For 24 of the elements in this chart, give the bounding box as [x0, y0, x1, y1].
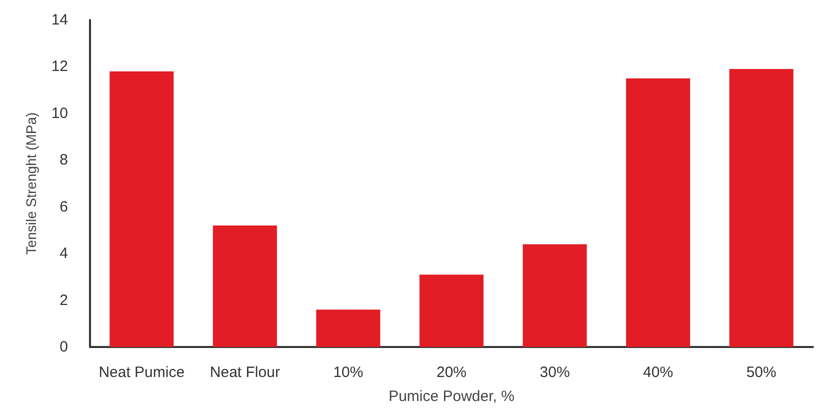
- bar: [522, 244, 587, 347]
- y-tick-label: 10: [51, 104, 68, 122]
- y-tick-label: 8: [60, 152, 68, 169]
- x-tick-label: 50%: [746, 364, 776, 381]
- y-tick-label: 6: [60, 198, 68, 216]
- y-tick-label: 12: [51, 58, 68, 76]
- x-axis-title: Pumice Powder, %: [388, 388, 514, 405]
- x-tick-label: 40%: [643, 364, 674, 381]
- y-tick-label: 2: [60, 292, 68, 309]
- x-tick-label: Neat Flour: [210, 364, 280, 381]
- bar: [316, 310, 380, 347]
- x-tick-label: Neat Pumice: [98, 364, 185, 381]
- bar: [110, 71, 174, 347]
- y-tick-label: 14: [51, 12, 68, 28]
- x-tick-label: 10%: [333, 364, 364, 381]
- y-tick-label: 0: [60, 338, 68, 356]
- bar: [419, 274, 484, 347]
- y-tick-label: 4: [60, 245, 68, 262]
- bar: [212, 226, 277, 347]
- x-tick-label: 30%: [540, 364, 570, 381]
- bar: [729, 69, 794, 347]
- x-tick-label: 20%: [436, 364, 467, 381]
- bar: [626, 78, 690, 347]
- y-axis-title: Tensile Strenght (MPa): [23, 112, 39, 255]
